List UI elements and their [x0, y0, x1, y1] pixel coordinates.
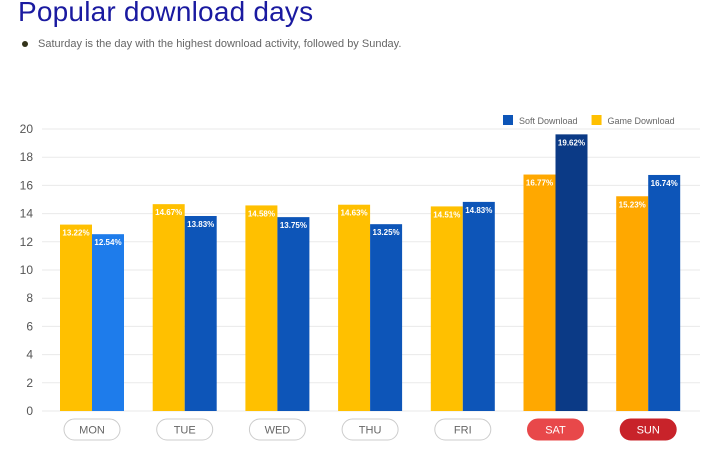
bar-label-game-download: 14.58%: [248, 209, 275, 218]
x-tick-label: WED: [265, 425, 291, 437]
chart-title: Popular download days: [18, 0, 314, 27]
y-tick-label: 14: [20, 207, 34, 221]
bar-soft-download: [555, 134, 588, 411]
bar-label-game-download: 16.77%: [526, 179, 553, 188]
category-pill: [248, 418, 306, 441]
y-tick-label: 6: [26, 319, 33, 333]
y-tick-label: 4: [26, 348, 33, 362]
bar-label-soft-download: 13.83%: [187, 220, 214, 229]
category-pill: [156, 418, 214, 441]
legend-swatch: [503, 115, 513, 125]
bar-game-download: [523, 174, 556, 411]
chart-subtitle: Saturday is the day with the highest dow…: [22, 38, 401, 50]
bar-label-soft-download: 19.62%: [558, 138, 585, 147]
legend-swatch: [591, 115, 602, 125]
y-tick-label: 0: [26, 404, 33, 418]
category-pill: [434, 418, 492, 441]
x-tick-label: THU: [359, 425, 382, 437]
y-tick-label: 2: [26, 376, 33, 390]
x-tick-label: FRI: [454, 425, 472, 437]
category-pill: [527, 418, 584, 441]
category-pill: [63, 418, 121, 441]
x-tick-label: SUN: [637, 425, 660, 437]
x-tick-label: TUE: [174, 425, 196, 437]
bar-soft-download: [184, 215, 217, 411]
bar-label-soft-download: 13.25%: [373, 228, 400, 237]
category-pill: [341, 418, 399, 441]
bullet-icon: [22, 41, 28, 47]
bar-game-download: [152, 204, 185, 411]
bar-game-download: [60, 224, 92, 411]
legend-label: Game Download: [608, 116, 675, 126]
y-tick-label: 10: [20, 263, 34, 277]
bar-soft-download: [462, 201, 495, 411]
bar-label-soft-download: 16.74%: [651, 179, 678, 188]
bar-game-download: [430, 206, 463, 411]
bar-label-soft-download: 14.83%: [465, 206, 492, 215]
y-tick-label: 12: [20, 235, 34, 249]
legend-label: Soft Download: [519, 116, 578, 126]
bar-game-download: [338, 204, 371, 411]
bar-label-soft-download: 13.75%: [280, 221, 307, 230]
subtitle-text: Saturday is the day with the highest dow…: [38, 38, 402, 50]
bar-label-soft-download: 12.54%: [94, 238, 121, 247]
bar-label-game-download: 14.63%: [341, 209, 368, 218]
bar-label-game-download: 14.51%: [433, 210, 460, 219]
bar-label-game-download: 13.22%: [62, 229, 89, 238]
y-tick-label: 8: [26, 291, 33, 305]
bar-label-game-download: 14.67%: [155, 208, 182, 217]
x-tick-label: SAT: [545, 425, 566, 437]
y-tick-label: 16: [20, 178, 34, 192]
y-tick-label: 20: [20, 122, 34, 136]
bar-soft-download: [370, 224, 403, 411]
bar-soft-download: [648, 174, 681, 411]
x-tick-label: MON: [79, 425, 105, 437]
bar-label-game-download: 15.23%: [619, 200, 646, 209]
y-tick-label: 18: [20, 150, 34, 164]
bar-soft-download: [277, 217, 310, 411]
bar-game-download: [616, 196, 649, 411]
bar-game-download: [245, 205, 278, 411]
category-pill: [619, 418, 677, 441]
bar-soft-download: [92, 234, 124, 411]
